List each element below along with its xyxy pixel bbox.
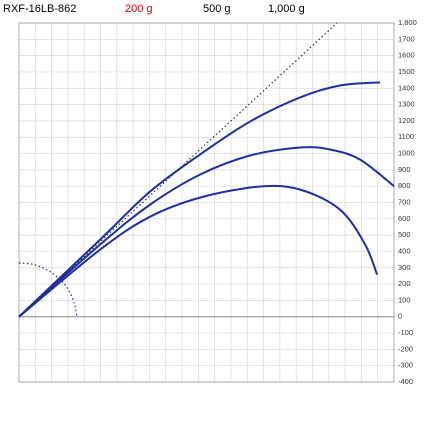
y-tick-label: 600 (398, 214, 411, 223)
y-tick-label: 1600 (398, 51, 415, 60)
y-tick-label: -100 (398, 328, 413, 337)
y-tick-label: -400 (398, 377, 413, 386)
y-tick-label: 1500 (398, 67, 415, 76)
legend-label: 500 g (203, 3, 231, 15)
y-tick-label: -300 (398, 361, 413, 370)
y-tick-label: 1400 (398, 83, 415, 92)
y-tick-label: 1300 (398, 100, 415, 109)
y-tick-label: 800 (398, 181, 411, 190)
y-tick-label: 1000 (398, 149, 415, 158)
y-tick-label: -200 (398, 344, 413, 353)
series-line (18, 22, 338, 318)
y-tick-label: 1,800 (398, 18, 417, 27)
y-tick-label: 1100 (398, 132, 414, 141)
series-line (18, 81, 381, 318)
y-tick-label: 1200 (398, 116, 415, 125)
y-tick-label: 300 (398, 263, 411, 272)
y-tick-label: 1700 (398, 34, 415, 43)
y-tick-label: 0 (398, 312, 402, 321)
chart-title: RXF-16LB-862 (3, 3, 76, 15)
y-tick-label: 500 (398, 230, 411, 239)
y-tick-label: 400 (398, 246, 411, 255)
y-tick-label: 200 (398, 279, 411, 288)
series-line (18, 184, 378, 318)
legend-label: 1,000 g (268, 3, 305, 15)
y-tick-label: 700 (398, 197, 411, 206)
y-tick-label: 900 (398, 165, 411, 174)
series-line (18, 146, 395, 318)
plot-frame (18, 22, 395, 383)
series-line (18, 262, 78, 317)
legend-label: 200 g (125, 3, 153, 15)
y-tick-label: 100 (398, 295, 411, 304)
